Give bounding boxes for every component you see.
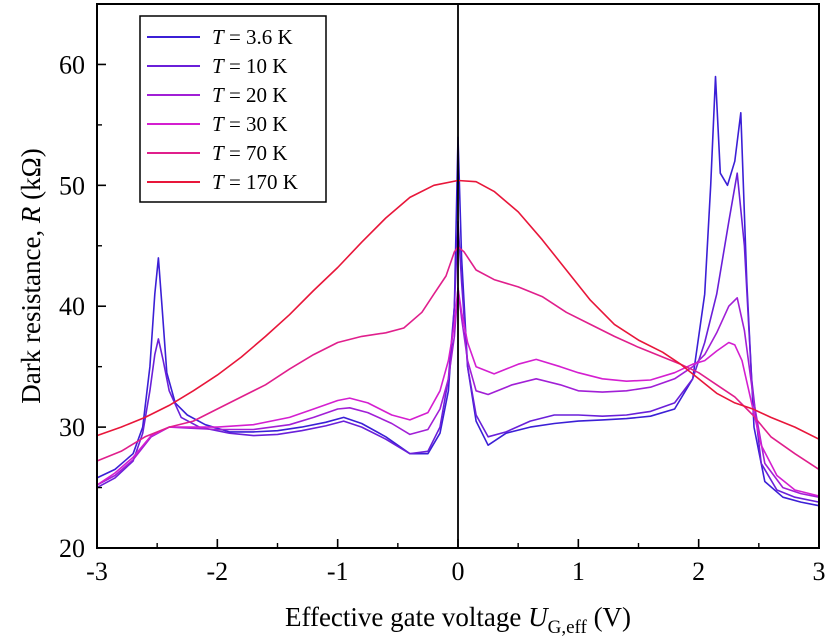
series-line-1 — [96, 75, 820, 507]
legend-label-value: = 170 K — [224, 170, 298, 194]
y-axis-title: Dark resistance, R (kΩ) — [16, 148, 46, 403]
y-axis-title-variable: R — [16, 206, 46, 224]
legend-label-value: = 30 K — [224, 112, 288, 136]
x-tick-label: 2 — [692, 557, 705, 586]
legend-label-value: = 70 K — [224, 141, 288, 165]
legend-label: T = 30 K — [212, 112, 287, 136]
x-axis-title-unit: (V) — [587, 602, 631, 632]
x-axis-title-subscript: G,eff — [548, 617, 588, 638]
y-tick-label: 20 — [59, 534, 85, 563]
legend-label-variable: T — [212, 141, 225, 165]
legend-label-variable: T — [212, 54, 225, 78]
legend-label-value: = 3.6 K — [224, 25, 293, 49]
legend-label-value: = 10 K — [224, 54, 288, 78]
y-tick-label: 60 — [59, 50, 85, 79]
legend-label-variable: T — [212, 25, 225, 49]
legend-label-variable: T — [212, 170, 225, 194]
x-tick-label: -2 — [206, 557, 228, 586]
y-tick-label: 50 — [59, 171, 85, 200]
legend-label: T = 170 K — [212, 170, 298, 194]
x-tick-label: 3 — [813, 557, 826, 586]
x-axis-title: Effective gate voltage UG,eff (V) — [285, 602, 631, 638]
legend-label: T = 70 K — [212, 141, 287, 165]
legend-label: T = 3.6 K — [212, 25, 293, 49]
y-tick-label: 40 — [59, 292, 85, 321]
x-tick-label: 0 — [452, 557, 465, 586]
axis-ticks — [96, 63, 820, 549]
series-line-2 — [96, 172, 820, 503]
y-tick-label: 30 — [59, 413, 85, 442]
series-line-3 — [96, 287, 820, 498]
x-tick-label: -1 — [327, 557, 349, 586]
x-tick-label: 1 — [572, 557, 585, 586]
legend-label-variable: T — [212, 112, 225, 136]
legend-box — [139, 15, 327, 203]
legend-label: T = 10 K — [212, 54, 287, 78]
legend-label-value: = 20 K — [224, 83, 288, 107]
legend-label-variable: T — [212, 83, 225, 107]
legend: T = 3.6 KT = 10 KT = 20 KT = 30 KT = 70 … — [139, 15, 327, 203]
legend-label: T = 20 K — [212, 83, 287, 107]
y-axis-title-prefix: Dark resistance, — [16, 223, 46, 404]
x-tick-label: -3 — [86, 557, 108, 586]
y-axis-title-unit: (kΩ) — [16, 148, 46, 206]
series-line-6 — [96, 179, 820, 440]
series-line-4 — [96, 287, 820, 497]
axis-tick-labels: -3 -2 -1 0 1 2 3 20 30 40 50 60 — [59, 50, 826, 586]
x-axis-title-variable: U — [528, 602, 549, 632]
x-axis-title-prefix: Effective gate voltage — [285, 602, 528, 632]
